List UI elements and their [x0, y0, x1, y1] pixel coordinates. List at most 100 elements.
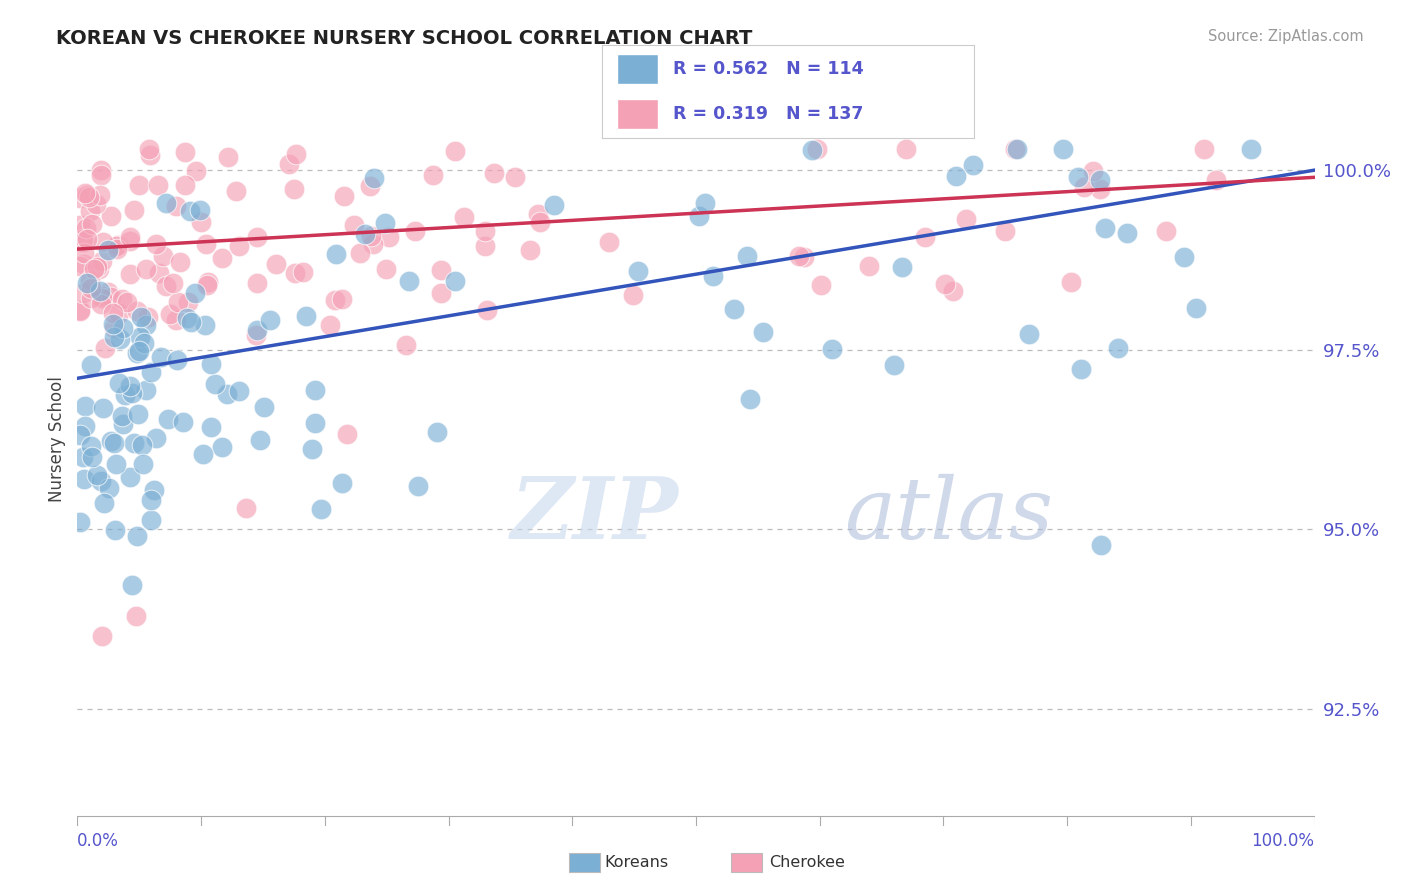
Point	[136, 310, 159, 325]
Text: KOREAN VS CHEROKEE NURSERY SCHOOL CORRELATION CHART: KOREAN VS CHEROKEE NURSERY SCHOOL CORREL…	[56, 29, 752, 47]
Point	[145, 236, 167, 251]
Text: ZIP: ZIP	[510, 473, 678, 557]
Point	[188, 202, 211, 217]
Point	[166, 353, 188, 368]
Point	[128, 178, 150, 192]
Point	[138, 142, 160, 156]
Point	[120, 379, 142, 393]
Point	[330, 475, 353, 490]
Point	[90, 297, 112, 311]
Point	[304, 383, 326, 397]
Point	[125, 529, 148, 543]
Point	[304, 417, 326, 431]
Point	[1205, 172, 1227, 186]
Point	[87, 262, 110, 277]
Point	[108, 376, 131, 390]
Point	[121, 578, 143, 592]
Point	[80, 358, 103, 372]
Point	[1107, 341, 1129, 355]
Point	[73, 419, 96, 434]
Point	[72, 235, 94, 250]
Point	[330, 292, 353, 306]
Point	[688, 210, 710, 224]
Point	[131, 438, 153, 452]
Point	[135, 318, 157, 332]
Point	[73, 246, 96, 260]
Point	[627, 264, 650, 278]
Point	[896, 142, 918, 156]
Point	[1090, 538, 1112, 552]
Point	[73, 257, 96, 271]
Point	[200, 419, 222, 434]
Point	[127, 303, 149, 318]
Point	[453, 211, 475, 225]
Point	[702, 269, 724, 284]
Bar	[617, 54, 658, 84]
Point	[76, 232, 98, 246]
Point	[128, 344, 150, 359]
Text: Koreans: Koreans	[605, 855, 669, 870]
Point	[142, 483, 165, 497]
Point	[125, 608, 148, 623]
Point	[118, 230, 141, 244]
Point	[80, 450, 103, 464]
Y-axis label: Nursery School: Nursery School	[48, 376, 66, 502]
Point	[217, 150, 239, 164]
Point	[90, 629, 112, 643]
Text: 0.0%: 0.0%	[77, 831, 120, 849]
Point	[374, 261, 396, 276]
Point	[177, 294, 200, 309]
Point	[76, 188, 98, 202]
Point	[190, 215, 212, 229]
Point	[235, 500, 257, 515]
Point	[253, 400, 276, 414]
Point	[301, 442, 323, 457]
Point	[193, 318, 215, 332]
Point	[174, 145, 197, 160]
Point	[80, 291, 103, 305]
Point	[519, 243, 541, 257]
Point	[100, 290, 122, 304]
Point	[152, 249, 174, 263]
Point	[737, 248, 759, 262]
Point	[104, 523, 127, 537]
Point	[91, 235, 114, 249]
Point	[264, 256, 287, 270]
Point	[112, 321, 135, 335]
Point	[325, 247, 347, 261]
Point	[72, 286, 94, 301]
Point	[994, 224, 1017, 238]
Point	[110, 332, 132, 346]
Point	[169, 255, 191, 269]
Point	[429, 285, 451, 300]
Point	[100, 210, 122, 224]
Point	[1115, 226, 1137, 240]
Point	[285, 146, 308, 161]
Point	[162, 276, 184, 290]
Point	[1154, 225, 1177, 239]
Point	[444, 145, 467, 159]
Point	[404, 224, 426, 238]
Point	[75, 186, 97, 201]
Point	[1090, 173, 1112, 187]
Point	[103, 435, 125, 450]
Point	[1004, 142, 1026, 156]
Point	[100, 434, 122, 448]
Point	[858, 259, 880, 273]
Point	[129, 310, 152, 325]
Point	[91, 289, 114, 303]
Point	[90, 474, 112, 488]
Text: R = 0.562   N = 114: R = 0.562 N = 114	[672, 60, 863, 78]
Point	[1081, 164, 1104, 178]
Point	[69, 428, 91, 442]
Point	[294, 310, 316, 324]
Point	[955, 211, 977, 226]
Point	[121, 386, 143, 401]
Point	[598, 235, 620, 249]
Point	[128, 329, 150, 343]
Point	[793, 250, 815, 264]
Point	[125, 345, 148, 359]
Point	[474, 224, 496, 238]
Point	[249, 433, 271, 447]
Point	[114, 388, 136, 402]
